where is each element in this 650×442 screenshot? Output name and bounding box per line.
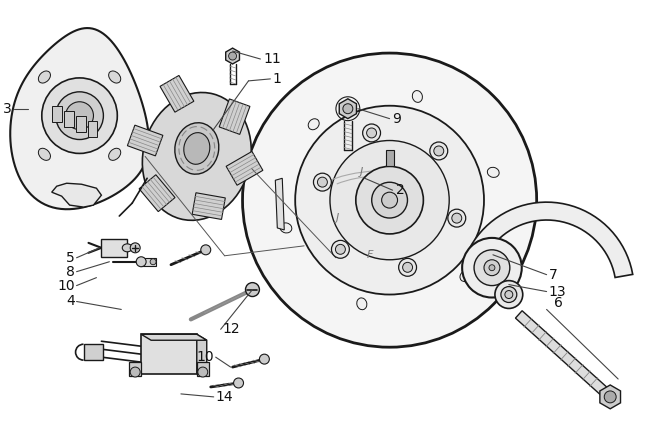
Circle shape — [56, 92, 103, 140]
Ellipse shape — [38, 71, 51, 83]
Polygon shape — [64, 110, 73, 126]
Text: 1: 1 — [272, 72, 281, 86]
Polygon shape — [10, 28, 149, 209]
Circle shape — [356, 166, 423, 234]
Polygon shape — [226, 152, 263, 185]
Circle shape — [229, 52, 237, 60]
Circle shape — [330, 141, 449, 260]
Circle shape — [382, 192, 398, 208]
Circle shape — [295, 106, 484, 294]
Circle shape — [398, 259, 417, 276]
Text: 7: 7 — [549, 268, 557, 282]
Circle shape — [66, 102, 94, 130]
Polygon shape — [385, 150, 393, 166]
Text: J: J — [360, 168, 363, 177]
Polygon shape — [276, 178, 284, 230]
Circle shape — [505, 290, 513, 298]
Polygon shape — [141, 258, 156, 266]
Circle shape — [150, 259, 156, 265]
Circle shape — [343, 104, 353, 114]
Circle shape — [332, 240, 349, 258]
Circle shape — [313, 173, 332, 191]
Text: 4: 4 — [66, 294, 75, 309]
Polygon shape — [515, 311, 614, 400]
Polygon shape — [127, 125, 163, 156]
Polygon shape — [160, 76, 194, 112]
Polygon shape — [339, 99, 356, 118]
Polygon shape — [84, 344, 103, 360]
Circle shape — [501, 286, 517, 302]
Ellipse shape — [142, 92, 252, 220]
Ellipse shape — [109, 71, 121, 83]
Ellipse shape — [308, 119, 319, 130]
Text: 12: 12 — [223, 322, 240, 336]
Text: 10: 10 — [196, 350, 214, 364]
Text: 11: 11 — [263, 52, 281, 66]
Circle shape — [367, 128, 376, 138]
Ellipse shape — [38, 148, 51, 160]
Text: 14: 14 — [216, 390, 233, 404]
Circle shape — [130, 367, 140, 377]
Circle shape — [402, 263, 413, 272]
Text: 5: 5 — [66, 251, 75, 265]
Ellipse shape — [488, 168, 499, 177]
Polygon shape — [226, 48, 239, 64]
Text: 8: 8 — [66, 265, 75, 278]
Circle shape — [242, 53, 537, 347]
Text: 3: 3 — [3, 102, 12, 116]
Circle shape — [489, 265, 495, 271]
Ellipse shape — [109, 148, 121, 160]
Ellipse shape — [175, 123, 219, 174]
Circle shape — [372, 182, 408, 218]
Circle shape — [246, 282, 259, 297]
Circle shape — [201, 245, 211, 255]
Circle shape — [434, 146, 444, 156]
Circle shape — [604, 391, 616, 403]
Circle shape — [233, 378, 244, 388]
Text: 13: 13 — [549, 285, 566, 298]
Circle shape — [484, 260, 500, 276]
Ellipse shape — [412, 91, 423, 103]
Circle shape — [335, 244, 345, 254]
Ellipse shape — [460, 271, 471, 282]
Polygon shape — [88, 121, 97, 137]
Polygon shape — [219, 99, 250, 134]
Text: 9: 9 — [393, 112, 402, 126]
Circle shape — [474, 250, 510, 286]
Circle shape — [317, 177, 328, 187]
Polygon shape — [52, 183, 101, 207]
Circle shape — [462, 238, 522, 297]
Circle shape — [198, 367, 208, 377]
Polygon shape — [141, 334, 197, 374]
Polygon shape — [129, 362, 141, 376]
Ellipse shape — [357, 298, 367, 310]
Polygon shape — [197, 362, 209, 376]
Circle shape — [495, 281, 523, 309]
Circle shape — [136, 257, 146, 267]
Circle shape — [42, 78, 117, 153]
Polygon shape — [192, 193, 226, 219]
Ellipse shape — [184, 133, 210, 164]
Ellipse shape — [122, 244, 132, 252]
Polygon shape — [197, 334, 207, 374]
Circle shape — [448, 209, 465, 227]
Circle shape — [259, 354, 269, 364]
Polygon shape — [101, 239, 127, 257]
Text: 10: 10 — [57, 278, 75, 293]
Polygon shape — [139, 175, 175, 212]
Polygon shape — [75, 116, 86, 132]
Circle shape — [363, 124, 380, 142]
Circle shape — [430, 142, 448, 160]
Polygon shape — [465, 202, 632, 278]
Text: 6: 6 — [554, 297, 562, 310]
Text: F: F — [367, 250, 373, 260]
Ellipse shape — [280, 223, 292, 233]
Circle shape — [130, 243, 140, 253]
Polygon shape — [141, 334, 207, 340]
Text: J: J — [336, 213, 339, 223]
Polygon shape — [52, 106, 62, 122]
Text: 2: 2 — [396, 183, 404, 197]
Circle shape — [452, 213, 461, 223]
Polygon shape — [600, 385, 621, 409]
